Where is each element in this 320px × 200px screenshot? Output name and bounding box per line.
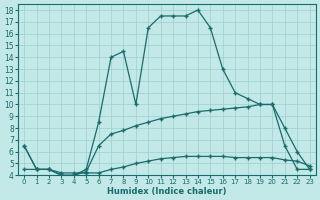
X-axis label: Humidex (Indice chaleur): Humidex (Indice chaleur) (107, 187, 227, 196)
